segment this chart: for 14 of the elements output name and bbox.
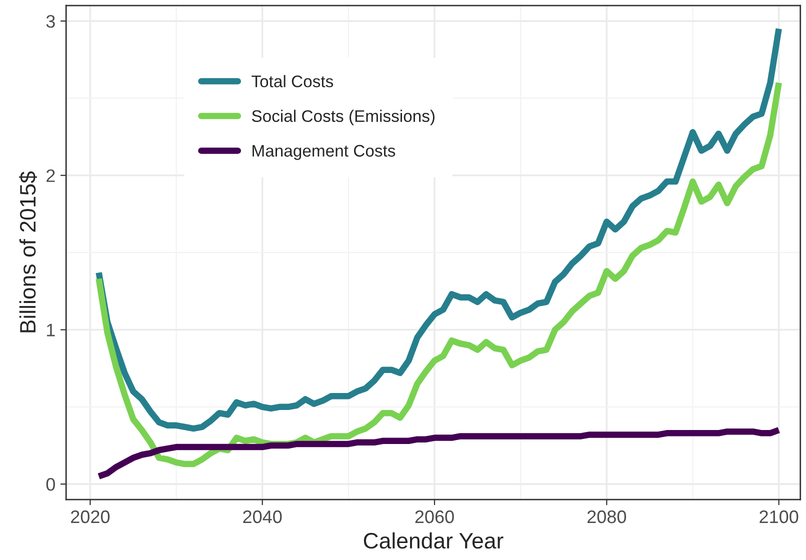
legend-label: Management Costs [252, 144, 396, 160]
y-axis-title: Billions of 2015$ [19, 171, 38, 332]
x-axis-title: Calendar Year [364, 532, 504, 549]
legend-label: Total Costs [252, 75, 334, 88]
x-tick-label: 2060 [415, 510, 454, 524]
x-tick-label: 2040 [243, 510, 282, 524]
y-tick-label: 0 [46, 478, 55, 491]
y-tick-label: 2 [46, 169, 55, 182]
x-tick-label: 2080 [588, 510, 626, 524]
x-tick-label: 2020 [71, 510, 110, 524]
x-tick-label: 2100 [760, 510, 798, 524]
legend-label: Social Costs (Emissions) [252, 110, 434, 126]
y-tick-label: 3 [46, 14, 55, 28]
y-tick-label: 1 [47, 324, 55, 336]
